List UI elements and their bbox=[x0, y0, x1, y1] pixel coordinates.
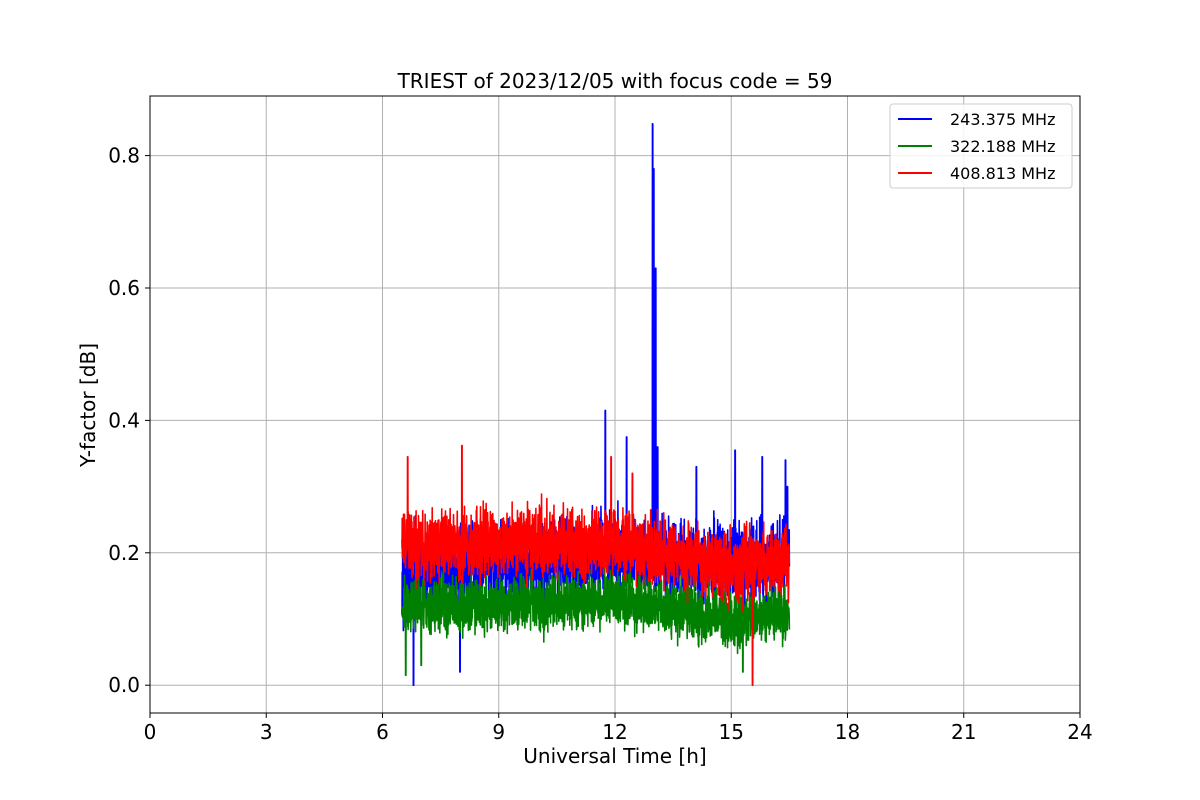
chart-title: TRIEST of 2023/12/05 with focus code = 5… bbox=[397, 69, 833, 93]
axis-ticks: 0 3 6 9 12 15 18 21 24 0.0 0.2 0.4 0.6 0.8 bbox=[108, 144, 1093, 744]
legend-label-3: 408.813 MHz bbox=[950, 164, 1055, 183]
legend-box bbox=[889, 103, 1073, 189]
x-tick-label: 15 bbox=[719, 720, 744, 744]
x-tick-label: 9 bbox=[492, 720, 505, 744]
x-tick-label: 0 bbox=[144, 720, 157, 744]
series-line-2 bbox=[401, 563, 791, 677]
x-axis-label: Universal Time [h] bbox=[523, 744, 706, 768]
x-tick-label: 3 bbox=[260, 720, 273, 744]
x-tick-label: 18 bbox=[835, 720, 860, 744]
y-axis-label: Y-factor [dB] bbox=[76, 343, 100, 468]
y-tick-label: 0.4 bbox=[108, 408, 140, 432]
plot-series bbox=[401, 123, 791, 687]
legend-label-1: 243.375 MHz bbox=[950, 110, 1055, 129]
x-tick-label: 6 bbox=[376, 720, 389, 744]
series-line-3 bbox=[401, 444, 791, 687]
x-tick-label: 12 bbox=[602, 720, 627, 744]
y-tick-label: 0.2 bbox=[108, 541, 140, 565]
y-tick-label: 0.0 bbox=[108, 673, 140, 697]
x-tick-label: 21 bbox=[951, 720, 976, 744]
y-tick-label: 0.6 bbox=[108, 276, 140, 300]
y-tick-label: 0.8 bbox=[108, 144, 140, 168]
legend: 243.375 MHz 322.188 MHz 408.813 MHz bbox=[889, 103, 1073, 189]
x-tick-label: 24 bbox=[1067, 720, 1092, 744]
legend-label-2: 322.188 MHz bbox=[950, 137, 1055, 156]
